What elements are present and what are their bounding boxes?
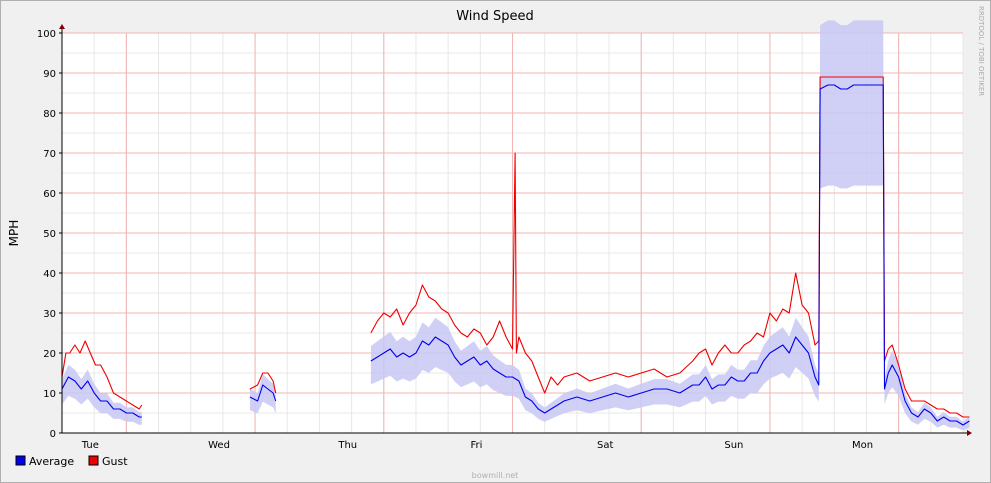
legend-swatch-average (15, 455, 26, 466)
x-tick-label: Thu (337, 440, 357, 451)
x-tick-label: Wed (208, 440, 230, 451)
legend-swatch-gust (88, 455, 99, 466)
y-tick-label: 60 (43, 189, 56, 200)
y-axis-label: MPH (7, 220, 21, 247)
legend-label-average: Average (29, 455, 74, 468)
x-tick-label: Mon (852, 440, 873, 451)
gust-line-segment (249, 372, 277, 394)
y-tick-label: 90 (43, 69, 56, 80)
x-tick-label: Sat (597, 440, 613, 451)
y-tick-label: 80 (43, 109, 56, 120)
x-tick-label: Fri (470, 440, 482, 451)
y-tick-label: 0 (50, 429, 56, 440)
series-lines (61, 76, 970, 426)
y-tick-label: 40 (43, 269, 56, 280)
x-axis-arrow (967, 430, 972, 436)
y-tick-label: 10 (43, 389, 56, 400)
x-tick-label: Sun (724, 440, 743, 451)
footer-text: bowmill.net (472, 471, 519, 480)
x-tick-labels: Tue Wed Thu Fri Sat Sun Mon (81, 440, 873, 451)
gust-line-segment (61, 340, 143, 410)
average-line-segment (249, 384, 277, 402)
average-line-segment (61, 376, 142, 418)
y-tick-label: 70 (43, 149, 56, 160)
legend-label-gust: Gust (102, 455, 128, 468)
y-axis-arrow (59, 24, 65, 29)
x-tick-label: Tue (81, 440, 99, 451)
y-tick-labels: 0 10 20 30 40 50 60 70 80 90 100 (37, 29, 62, 440)
watermark: RRDTOOL / TOBI OETIKER (977, 6, 985, 96)
chart-title: Wind Speed (456, 9, 534, 24)
legend: Average Gust (15, 455, 128, 468)
y-tick-label: 30 (43, 309, 56, 320)
y-tick-label: 100 (37, 29, 56, 40)
average-band-segment (249, 374, 276, 414)
y-tick-label: 50 (43, 229, 56, 240)
axes (59, 24, 972, 436)
average-line-segment (370, 84, 970, 426)
y-tick-label: 20 (43, 349, 56, 360)
